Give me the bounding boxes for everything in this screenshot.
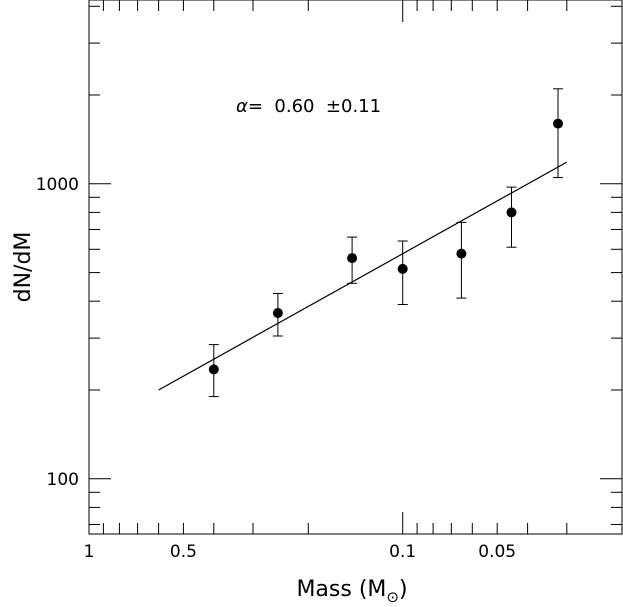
- tick-labels: 1 0.5 0.1 0.05 100 1000: [36, 175, 516, 562]
- data-point: [456, 248, 467, 259]
- error-bars: [208, 88, 563, 398]
- x-tick-label: 0.5: [170, 542, 197, 562]
- x-axis-label: Mass (M⊙): [296, 577, 407, 606]
- x-tick-label: 0.1: [389, 542, 416, 562]
- x-tick-label: 0.05: [478, 542, 516, 562]
- x-axis-label-close: ): [399, 577, 408, 602]
- data-point: [397, 263, 408, 274]
- data-point: [347, 253, 358, 264]
- power-law-fit-line: [158, 161, 568, 391]
- data-point: [272, 308, 283, 318]
- y-tick-label: 1000: [36, 175, 79, 195]
- y-tick-label: 100: [47, 470, 79, 490]
- data-points: [208, 118, 563, 375]
- x-axis-label-text: Mass (M: [296, 577, 386, 602]
- alpha-annotation: α= 0.60 ±0.11: [236, 96, 381, 117]
- data-point: [208, 364, 219, 375]
- plot-frame: [88, 0, 623, 535]
- alpha-symbol: α: [236, 96, 248, 117]
- solar-symbol: ⊙: [386, 588, 399, 606]
- data-point: [553, 118, 563, 129]
- error-bar: [553, 88, 563, 179]
- axis-ticks: [88, 0, 623, 534]
- alpha-value-text: = 0.60 ±0.11: [248, 96, 381, 117]
- x-tick-label: 1: [84, 542, 95, 562]
- data-point: [506, 207, 517, 218]
- error-bar: [456, 221, 467, 299]
- y-axis-label: dN/dM: [11, 232, 36, 303]
